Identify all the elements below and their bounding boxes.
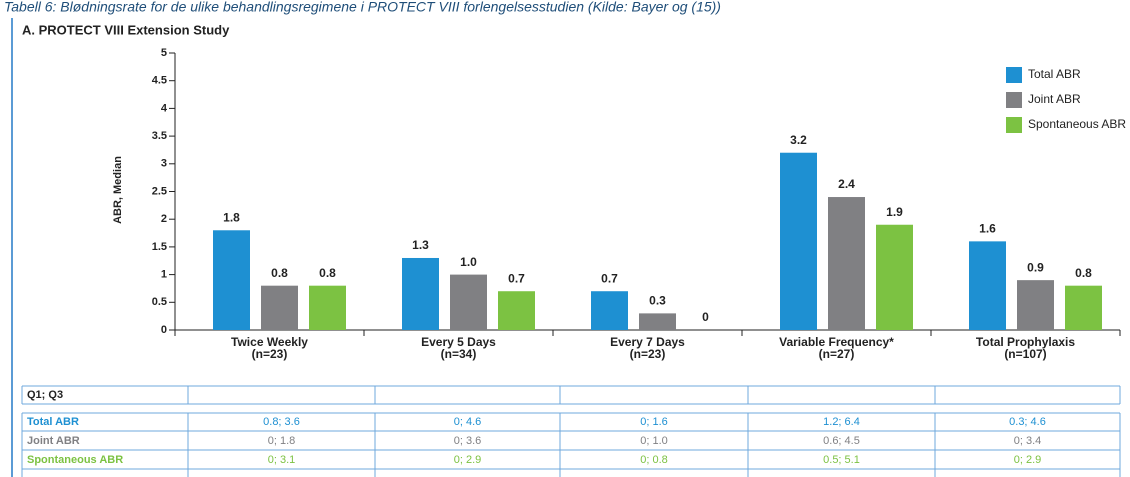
legend-label: Spontaneous ABR (1028, 117, 1126, 131)
data-label: 2.4 (838, 177, 855, 191)
table-cell: 0; 0.8 (640, 454, 668, 466)
data-label: 0.7 (601, 271, 618, 285)
x-tick-note: (n=27) (819, 347, 855, 361)
table-cell: 0; 3.1 (268, 454, 296, 466)
legend-label: Joint ABR (1028, 92, 1081, 106)
bar (309, 285, 346, 330)
y-tick-label: 0.5 (152, 296, 167, 308)
y-tick-label: 2.5 (152, 185, 167, 197)
row-label: Total ABR (27, 416, 79, 428)
table-cell: 0; 2.9 (454, 454, 482, 466)
data-label: 0.9 (1027, 260, 1044, 274)
table-cell: 0; 4.6 (454, 416, 482, 428)
bar (876, 224, 913, 330)
y-tick-label: 0 (161, 324, 167, 336)
bar (780, 152, 817, 330)
x-tick-label: Every 5 Days (421, 335, 496, 349)
y-tick-label: 2 (161, 213, 167, 225)
row-label: Joint ABR (27, 435, 80, 447)
bar (828, 197, 865, 330)
chart-title: A. PROTECT VIII Extension Study (22, 22, 230, 37)
data-label: 0.7 (508, 271, 525, 285)
table-cell: 0.6; 4.5 (823, 435, 860, 447)
legend-label: Total ABR (1028, 67, 1081, 81)
table-cell: 0; 3.4 (1014, 435, 1042, 447)
data-label: 1.6 (979, 222, 996, 236)
bar (261, 285, 298, 330)
x-tick-note: (n=23) (630, 347, 666, 361)
data-label: 1.8 (223, 210, 240, 224)
table-cell: 0; 1.0 (640, 435, 668, 447)
bar (402, 257, 439, 330)
bar (498, 291, 535, 330)
y-tick-label: 4 (161, 102, 168, 114)
x-tick-label: Total Prophylaxis (976, 335, 1075, 349)
y-tick-label: 1.5 (152, 241, 167, 253)
data-label: 0.8 (1075, 266, 1092, 280)
legend-swatch (1006, 92, 1022, 108)
data-label: 0.8 (271, 266, 288, 280)
x-tick-label: Twice Weekly (231, 335, 308, 349)
caption: Tabell 6: Blødningsrate for de ulike beh… (4, 0, 721, 15)
legend-swatch (1006, 67, 1022, 83)
table-cell: 0; 1.8 (268, 435, 296, 447)
bar (969, 241, 1006, 330)
x-tick-note: (n=34) (441, 347, 477, 361)
bar (450, 274, 487, 330)
data-label: 0.3 (649, 294, 666, 308)
table-cell: 0; 3.6 (454, 435, 482, 447)
row-label: Spontaneous ABR (27, 454, 123, 466)
x-tick-label: Every 7 Days (610, 335, 685, 349)
data-label: 3.2 (790, 133, 807, 147)
table-cell: 0.3; 4.6 (1009, 416, 1046, 428)
table-cell: 0.8; 3.6 (263, 416, 300, 428)
table-header: Q1; Q3 (27, 389, 63, 401)
bar (1065, 285, 1102, 330)
table-cell: 0.5; 5.1 (823, 454, 860, 466)
y-axis-label: ABR, Median (112, 156, 124, 224)
y-tick-label: 5 (161, 47, 167, 59)
bar (639, 313, 676, 330)
data-label: 1.3 (412, 238, 429, 252)
y-tick-label: 3 (161, 158, 167, 170)
bar (591, 291, 628, 330)
bar (1017, 280, 1054, 330)
x-tick-note: (n=107) (1004, 347, 1046, 361)
bar (213, 230, 250, 330)
y-tick-label: 3.5 (152, 130, 167, 142)
data-label: 0 (702, 310, 709, 324)
data-label: 0.8 (319, 266, 336, 280)
data-label: 1.9 (886, 205, 903, 219)
panel-border (11, 18, 13, 477)
y-tick-label: 1 (161, 269, 167, 281)
data-label: 1.0 (460, 255, 477, 269)
x-tick-label: Variable Frequency* (779, 335, 894, 349)
y-tick-label: 4.5 (152, 75, 167, 87)
table-cell: 1.2; 6.4 (823, 416, 860, 428)
table-cell: 0; 1.6 (640, 416, 668, 428)
table-cell: 0; 2.9 (1014, 454, 1042, 466)
x-tick-note: (n=23) (252, 347, 288, 361)
legend-swatch (1006, 117, 1022, 133)
